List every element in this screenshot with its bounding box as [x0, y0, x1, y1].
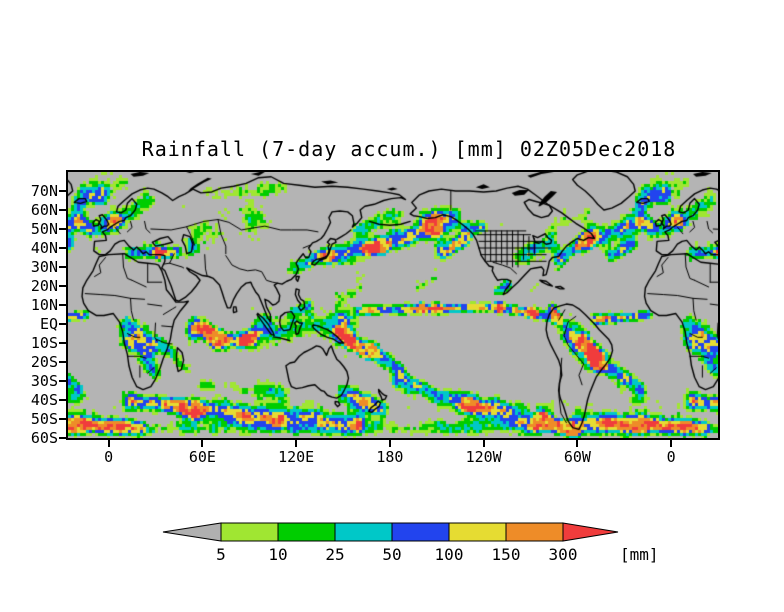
colorbar-units-label: [mm] [620, 545, 659, 564]
x-axis-tick [388, 440, 391, 447]
colorbar-segment [448, 522, 507, 542]
map-frame [66, 170, 720, 440]
rainfall-map-canvas [68, 172, 718, 438]
y-axis-label: 70N [30, 182, 58, 200]
x-axis-label: 0 [666, 448, 676, 466]
colorbar-segment [391, 522, 450, 542]
x-axis-tick [482, 440, 485, 447]
y-axis-tick [59, 342, 66, 344]
colorbar-tick-label: 100 [435, 545, 464, 564]
x-axis-tick [576, 440, 579, 447]
y-axis-tick [59, 266, 66, 268]
x-axis-label: 60E [188, 448, 216, 466]
y-axis-tick [59, 247, 66, 249]
y-axis-label: 20N [30, 277, 58, 295]
x-axis-tick [107, 440, 110, 447]
x-axis-label: 180 [376, 448, 404, 466]
y-axis-tick [59, 228, 66, 230]
colorbar-tick-label: 300 [549, 545, 578, 564]
colorbar-tick-label: 25 [325, 545, 344, 564]
colorbar-segment [505, 522, 564, 542]
y-axis-label: 30S [30, 372, 58, 390]
y-axis-label: 20S [30, 353, 58, 371]
colorbar-segment [277, 522, 336, 542]
y-axis-label: 60N [30, 201, 58, 219]
y-axis-label: 10N [30, 296, 58, 314]
colorbar-tick-label: 150 [492, 545, 521, 564]
x-axis-tick [295, 440, 298, 447]
y-axis-tick [59, 418, 66, 420]
y-axis-tick [59, 437, 66, 439]
colorbar-tick-label: 10 [268, 545, 287, 564]
colorbar-tick-label: 5 [216, 545, 226, 564]
x-axis-label: 60W [563, 448, 591, 466]
y-axis-tick [59, 380, 66, 382]
y-axis-tick [59, 304, 66, 306]
x-axis-label: 0 [104, 448, 114, 466]
y-axis-label: EQ [39, 315, 58, 333]
y-axis-tick [59, 190, 66, 192]
y-axis-tick [59, 209, 66, 211]
y-axis-label: 50S [30, 410, 58, 428]
y-axis-label: 60S [30, 429, 58, 447]
y-axis-label: 50N [30, 220, 58, 238]
colorbar-under-arrow [162, 522, 222, 542]
x-axis-label: 120W [465, 448, 502, 466]
y-axis-label: 40N [30, 239, 58, 257]
y-axis-tick [59, 323, 66, 325]
chart-title: Rainfall (7-day accum.) [mm] 02Z05Dec201… [141, 137, 677, 161]
colorbar-segment [334, 522, 393, 542]
y-axis-label: 30N [30, 258, 58, 276]
y-axis-tick [59, 399, 66, 401]
x-axis-tick [201, 440, 204, 447]
colorbar-legend: 5 10 25 50 100 150 300 [mm] [162, 522, 659, 564]
y-axis-label: 10S [30, 334, 58, 352]
x-axis-label: 120E [278, 448, 315, 466]
colorbar-over-arrow [562, 522, 619, 542]
colorbar-segment [220, 522, 279, 542]
y-axis-tick [59, 285, 66, 287]
colorbar-tick-label: 50 [382, 545, 401, 564]
x-axis-tick [670, 440, 673, 447]
y-axis-label: 40S [30, 391, 58, 409]
y-axis-tick [59, 361, 66, 363]
